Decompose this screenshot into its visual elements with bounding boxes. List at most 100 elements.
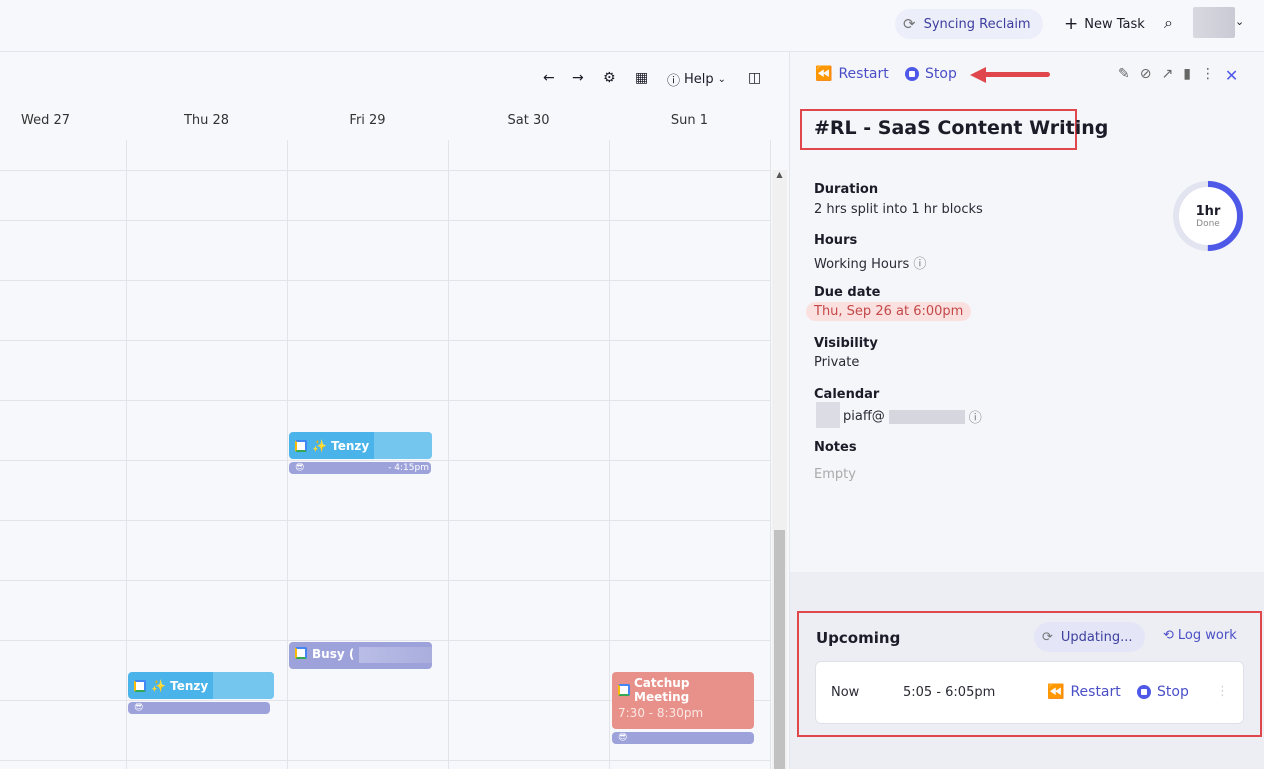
due-date-label: Due date	[814, 285, 881, 300]
google-calendar-icon	[134, 679, 146, 692]
scrollbar-thumb[interactable]	[774, 530, 785, 769]
notes-value[interactable]: Empty	[814, 467, 856, 482]
plus-icon: +	[1064, 14, 1079, 34]
calendar-icon[interactable]: ▦	[635, 70, 649, 86]
day-header: Sun 1	[670, 113, 709, 128]
top-bar	[0, 0, 1264, 52]
search-icon[interactable]: ⌕	[1164, 13, 1173, 32]
row-stop-button[interactable]: Stop	[1137, 684, 1189, 700]
grid-line	[0, 580, 770, 581]
event-catchup-meeting[interactable]: Catchup Meeting 7:30 - 8:30pm	[612, 672, 754, 729]
emoji-icon: 😎	[618, 733, 628, 743]
hours-label: Hours	[814, 233, 858, 248]
calendar-email: piaff@	[843, 409, 885, 424]
grid-line	[0, 280, 770, 281]
event-title: ✨ Tenzy	[151, 678, 209, 693]
log-work-label: Log work	[1177, 628, 1237, 643]
stop-icon	[1137, 685, 1151, 699]
day-header: Wed 27	[20, 113, 71, 128]
stop-label: Stop	[925, 66, 957, 82]
progress-caption: Done	[1196, 219, 1220, 229]
restart-label: Restart	[1070, 684, 1121, 700]
grid-line	[609, 140, 610, 769]
syncing-status[interactable]: ⟳ Syncing Reclaim	[895, 9, 1043, 39]
chevron-down-icon: ⌄	[717, 74, 727, 85]
sync-icon: ⟳	[903, 15, 916, 33]
edit-pencil-icon[interactable]: ✎	[1118, 66, 1130, 82]
grid-line	[448, 140, 449, 769]
priority-bars-icon[interactable]: ▮	[1183, 66, 1191, 82]
updating-status: ⟳ Updating...	[1034, 622, 1145, 652]
calendar-value[interactable]: piaff@ ⓘ	[843, 407, 982, 426]
toggle-panel-icon[interactable]: ◫	[748, 70, 762, 86]
event-time: 7:30 - 8:30pm	[618, 706, 704, 720]
duration-value: 2 hrs split into 1 hr blocks	[814, 202, 983, 217]
visibility-label: Visibility	[814, 336, 878, 351]
google-calendar-icon	[295, 647, 307, 659]
grid-line	[0, 700, 770, 701]
event-time: - 4:15pm	[388, 463, 429, 473]
visibility-value[interactable]: Private	[814, 355, 860, 370]
stop-button[interactable]: Stop	[905, 66, 957, 82]
upcoming-title: Upcoming	[816, 629, 901, 647]
new-task-button[interactable]: + New Task	[1064, 14, 1145, 34]
complete-check-icon[interactable]: ⊘	[1139, 66, 1152, 82]
help-icon: ⓘ	[667, 74, 681, 89]
event-tenzy-thu[interactable]: ✨ Tenzy	[128, 672, 274, 699]
grid-line	[770, 140, 771, 769]
hours-value[interactable]: Working Hours ⓘ	[814, 253, 926, 272]
help-button[interactable]: ⓘ Help ⌄	[667, 70, 726, 89]
row-restart-button[interactable]: ⏪ Restart	[1047, 684, 1121, 700]
open-external-icon[interactable]: ↗	[1161, 66, 1174, 82]
more-vertical-icon[interactable]: ⋮	[1200, 66, 1215, 82]
help-label: Help	[684, 72, 714, 87]
new-task-label: New Task	[1084, 16, 1145, 32]
event-tenzy-fri[interactable]: ✨ Tenzy	[289, 432, 432, 459]
grid-line	[0, 400, 770, 401]
event-title: Catchup Meeting	[634, 676, 690, 704]
redacted	[374, 432, 432, 459]
grid-line	[0, 640, 770, 641]
progress-value: 1hr	[1195, 204, 1221, 219]
stop-icon	[905, 67, 919, 81]
settings-gear-icon[interactable]: ⚙	[603, 70, 616, 86]
upcoming-row[interactable]	[815, 661, 1244, 724]
event-habit-sun[interactable]: 😎	[612, 732, 754, 744]
event-busy-fri[interactable]: Busy (	[289, 642, 432, 669]
annotation-box	[800, 109, 1077, 150]
restart-button[interactable]: ⏪ Restart	[815, 66, 889, 82]
due-date-value[interactable]: Thu, Sep 26 at 6:00pm	[806, 302, 972, 321]
day-header: Thu 28	[183, 113, 230, 128]
event-habit-fri[interactable]: 😎 - 4:15pm	[289, 462, 431, 474]
prev-week-button[interactable]: ←	[543, 70, 555, 86]
log-work-button[interactable]: ⟲ Log work	[1163, 628, 1237, 643]
grid-line	[287, 140, 288, 769]
progress-ring	[1173, 181, 1243, 251]
upcoming-time: 5:05 - 6:05pm	[903, 685, 996, 700]
grid-line	[0, 340, 770, 341]
rewind-icon: ⏪	[1047, 684, 1065, 700]
redacted	[359, 647, 432, 663]
task-title: #RL - SaaS Content Writing	[814, 117, 1109, 139]
emoji-icon: 😎	[134, 703, 144, 713]
annotation-box	[797, 611, 1262, 737]
more-vertical-icon[interactable]: ⋮	[1216, 684, 1229, 699]
hours-text: Working Hours	[814, 257, 910, 272]
next-week-button[interactable]: →	[572, 70, 584, 86]
avatar[interactable]	[1193, 7, 1235, 38]
info-icon[interactable]: ⓘ	[913, 257, 927, 272]
google-calendar-icon	[618, 684, 630, 696]
event-title: Busy (	[312, 647, 355, 661]
chevron-down-icon[interactable]: ⌄	[1235, 15, 1245, 28]
google-calendar-icon	[295, 439, 307, 452]
event-habit-thu[interactable]: 😎	[128, 702, 270, 714]
upcoming-when: Now	[831, 685, 860, 700]
day-header: Sat 30	[507, 113, 550, 128]
calendar-avatar	[816, 402, 840, 428]
updating-label: Updating...	[1060, 629, 1133, 645]
grid-line	[126, 140, 127, 769]
grid-line	[0, 520, 770, 521]
close-icon[interactable]: ✕	[1224, 66, 1239, 85]
info-icon[interactable]: ⓘ	[968, 411, 982, 426]
sync-label: Syncing Reclaim	[923, 16, 1031, 32]
